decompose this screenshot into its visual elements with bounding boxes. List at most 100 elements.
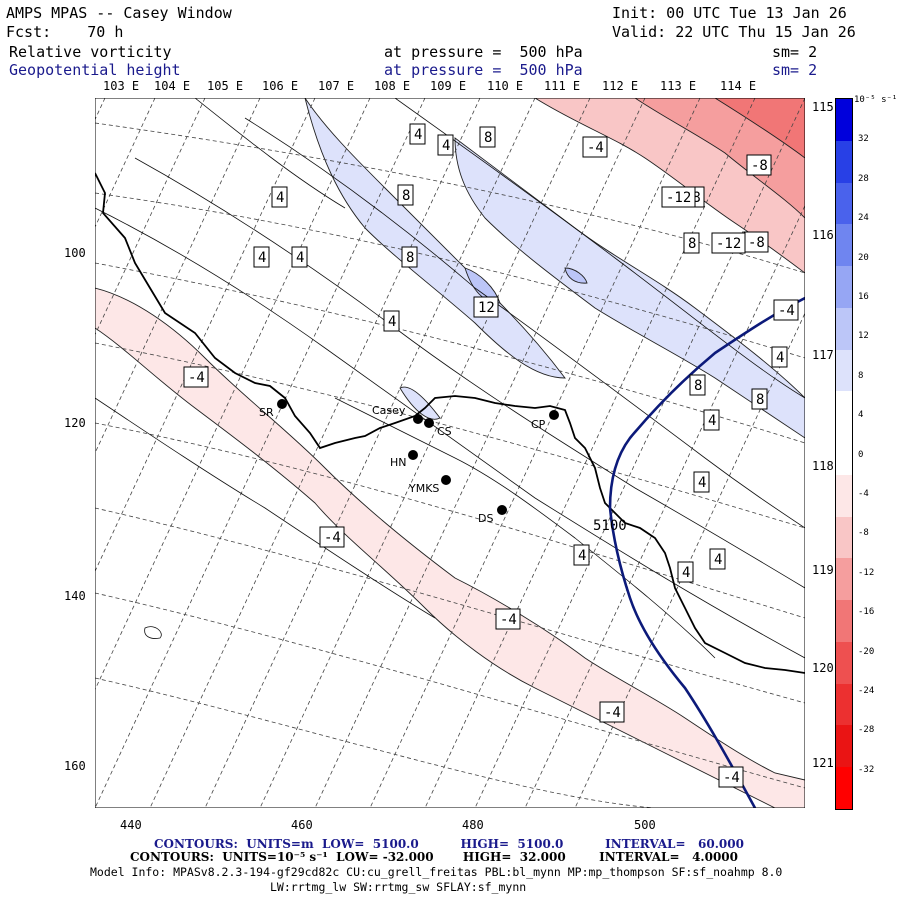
vorticity-label: 4 (703, 409, 720, 431)
station-label: SR (259, 406, 274, 419)
vorticity-label: 4 (677, 561, 694, 583)
colorbar-label: -4 (858, 489, 869, 499)
svg-text:-8: -8 (748, 235, 765, 251)
longitude-gridline (95, 98, 426, 808)
svg-text:8: 8 (484, 130, 492, 146)
svg-text:8: 8 (694, 378, 702, 394)
station-label: CP (531, 418, 546, 431)
y-tick-label: 160 (64, 759, 86, 773)
longitude-gridline (474, 98, 805, 808)
colorbar (835, 98, 853, 810)
colorbar-swatch (836, 683, 852, 726)
longitude-gridline (95, 98, 261, 454)
colorbar-label: 12 (858, 331, 869, 342)
svg-text:-4: -4 (188, 370, 205, 386)
vorticity-contours (95, 98, 805, 659)
vorticity-label: 4 (383, 310, 400, 332)
colorbar-swatch (836, 516, 852, 559)
longitude-gridline (369, 98, 701, 808)
vorticity-label: -4 (599, 701, 625, 723)
svg-text:4: 4 (698, 475, 706, 491)
lon-label-top: 109 E (430, 79, 467, 93)
colorbar-swatch (836, 558, 852, 600)
y-tick-label: 100 (64, 246, 86, 260)
field2-level: at pressure = 500 hPa (384, 61, 583, 79)
lon-label-top: 112 E (602, 79, 639, 93)
colorbar-swatch (836, 600, 852, 642)
svg-text:4: 4 (578, 548, 586, 564)
station-marker-hn (408, 450, 418, 460)
coastline (95, 172, 805, 674)
colorbar-unit: 10⁻⁵ s⁻¹ (854, 95, 898, 105)
svg-text:8: 8 (688, 236, 696, 252)
longitude-gridline (524, 204, 805, 808)
model-info-line2: LW:rrtmg_lw SW:rrtmg_sw SFLAY:sf_mynn (270, 880, 527, 894)
station-label: Casey (372, 404, 406, 417)
svg-text:-4: -4 (324, 530, 341, 546)
vorticity-label: 4 (709, 548, 726, 570)
latitude-gridlines (95, 122, 805, 808)
x-tick-label: 460 (291, 818, 313, 832)
lon-label-top: 114 E (720, 79, 757, 93)
svg-text:4: 4 (414, 127, 422, 143)
colorbar-label: 28 (858, 173, 869, 184)
colorbar-label: 8 (858, 370, 864, 381)
colorbar-swatch (836, 99, 852, 141)
svg-text:4: 4 (442, 138, 450, 154)
vorticity-label: 12 (473, 296, 499, 318)
station-marker-ymks (441, 475, 451, 485)
station-marker-sr (277, 399, 287, 409)
svg-text:4: 4 (258, 250, 266, 266)
svg-text:-4: -4 (587, 140, 604, 156)
vorticity-label: -4 (718, 766, 744, 788)
vorticity-label: -8 (746, 154, 772, 176)
lon-label-top: 113 E (660, 79, 697, 93)
longitude-gridline (259, 98, 591, 808)
vorticity-contour-labels: 448-4488-8-8-12448-8-1212-444-48844-4444… (183, 123, 799, 788)
vorticity-label: 8 (751, 388, 768, 410)
x-tick-label: 500 (634, 818, 656, 832)
height-contour-label: 5100 (593, 518, 627, 534)
colorbar-swatch (836, 140, 852, 183)
vorticity-label: 4 (271, 186, 288, 208)
station-label: DS (478, 512, 493, 525)
svg-text:-8: -8 (751, 158, 768, 174)
colorbar-swatch (836, 224, 852, 266)
lon-label-top: 110 E (487, 79, 524, 93)
vorticity-label: -12 (661, 186, 696, 208)
colorbar-label: 24 (858, 213, 869, 224)
longitude-gridline (204, 98, 536, 808)
station-label: HN (390, 456, 407, 469)
svg-text:8: 8 (406, 250, 414, 266)
vorticity-label: 8 (689, 374, 706, 396)
svg-text:-12: -12 (666, 190, 691, 206)
colorbar-label: -16 (858, 607, 875, 618)
colorbar-swatch (836, 767, 852, 809)
field2-smoothing: sm= 2 (772, 61, 818, 79)
longitude-gridline (95, 98, 206, 336)
colorbar-label: -28 (858, 725, 875, 736)
vorticity-label: 4 (573, 544, 590, 566)
svg-text:12: 12 (478, 300, 495, 316)
lon-label-top: 103 E (103, 79, 140, 93)
x-tick-label: 480 (462, 818, 484, 832)
colorbar-swatch (836, 391, 852, 433)
y-tick-label: 140 (64, 589, 86, 603)
vorticity-label: 4 (291, 246, 308, 268)
station-marker-ds (497, 505, 507, 515)
x-tick-label: 440 (120, 818, 142, 832)
vorticity-label: 4 (693, 471, 710, 493)
colorbar-label: 0 (858, 449, 864, 460)
svg-text:4: 4 (296, 250, 304, 266)
vorticity-label: -8 (743, 231, 769, 253)
svg-text:-4: -4 (604, 705, 621, 721)
svg-text:-4: -4 (778, 303, 795, 319)
vorticity-label: 8 (397, 184, 414, 206)
colorbar-swatch (836, 266, 852, 308)
field1-smoothing: sm= 2 (772, 43, 818, 61)
svg-text:-4: -4 (723, 770, 740, 786)
lon-label-top: 105 E (207, 79, 244, 93)
svg-text:4: 4 (682, 565, 690, 581)
vorticity-label: -4 (319, 526, 345, 548)
